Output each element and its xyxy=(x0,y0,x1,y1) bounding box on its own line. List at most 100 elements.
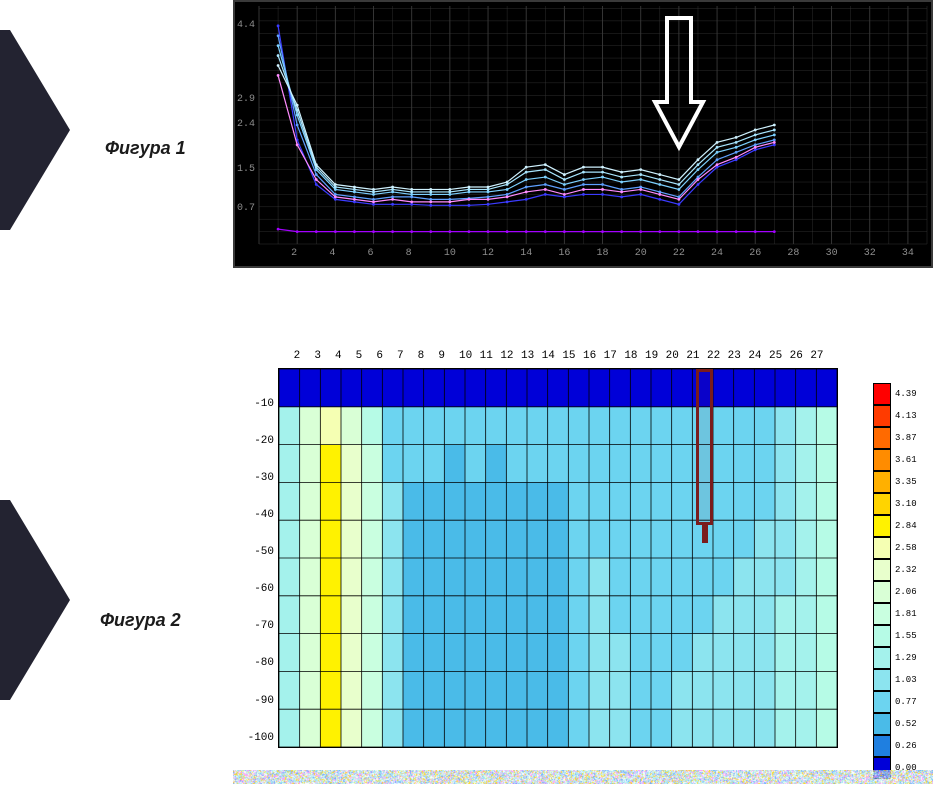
chart2-xtick: 9 xyxy=(438,350,445,362)
chart2-ytick: -10 xyxy=(234,398,274,410)
legend-swatch xyxy=(873,691,891,713)
chart2-marker xyxy=(696,369,713,525)
chart2-ytick: -60 xyxy=(234,583,274,595)
legend-swatch xyxy=(873,449,891,471)
chart1-xtick: 22 xyxy=(673,248,685,259)
chart2-xtick: 13 xyxy=(521,350,534,362)
chart2-ytick: -90 xyxy=(234,695,274,707)
chart2-xtick: 6 xyxy=(376,350,383,362)
chart2-xtick: 22 xyxy=(707,350,720,362)
legend-value: 4.39 xyxy=(895,389,917,399)
chart2-heatmap: 4.39 4.13 3.87 3.61 3.35 3.10 2.84 2.58 2.32 2.06… xyxy=(233,348,933,758)
chart1-ytick: 0.7 xyxy=(237,203,255,214)
legend-item: 2.84 xyxy=(873,515,928,537)
legend-value: 1.81 xyxy=(895,609,917,619)
legend-item: 3.61 xyxy=(873,449,928,471)
legend-item: 0.26 xyxy=(873,735,928,757)
legend-item: 0.52 xyxy=(873,713,928,735)
chart2-xtick: 19 xyxy=(645,350,658,362)
legend-item: 1.29 xyxy=(873,647,928,669)
legend-value: 1.29 xyxy=(895,653,917,663)
legend-value: 2.58 xyxy=(895,543,917,553)
arrow-down-icon xyxy=(649,12,709,172)
legend-swatch xyxy=(873,427,891,449)
legend-swatch xyxy=(873,405,891,427)
chart2-xtick: 12 xyxy=(500,350,513,362)
legend-item: 3.35 xyxy=(873,471,928,493)
legend-value: 3.87 xyxy=(895,433,917,443)
chart1-xtick: 24 xyxy=(711,248,723,259)
chart2-xtick: 21 xyxy=(686,350,699,362)
chart1-xtick: 34 xyxy=(902,248,914,259)
chart2-xtick: 8 xyxy=(418,350,425,362)
chart2-ytick: -70 xyxy=(234,620,274,632)
chart2-xtick: 3 xyxy=(314,350,321,362)
chart1-xtick: 16 xyxy=(558,248,570,259)
chart2-xtick: 2 xyxy=(294,350,301,362)
legend-item: 2.32 xyxy=(873,559,928,581)
legend-swatch xyxy=(873,713,891,735)
chart1-ytick: 1.5 xyxy=(237,164,255,175)
chart2-xtick: 11 xyxy=(480,350,493,362)
chart2-ytick: -30 xyxy=(234,472,274,484)
legend-swatch xyxy=(873,581,891,603)
chart1-xtick: 8 xyxy=(406,248,412,259)
chart2-xtick: 20 xyxy=(666,350,679,362)
chart2-xtick: 16 xyxy=(583,350,596,362)
legend-value: 0.77 xyxy=(895,697,917,707)
legend-swatch xyxy=(873,493,891,515)
chart2-colorbar: 4.39 4.13 3.87 3.61 3.35 3.10 2.84 2.58 2.32 2.06… xyxy=(873,383,928,779)
chart1-line-plot: 0.71.52.42.94.42468101214161820222426283… xyxy=(233,0,933,268)
chart2-xtick: 23 xyxy=(728,350,741,362)
chart2-xtick: 7 xyxy=(397,350,404,362)
chart1-xtick: 32 xyxy=(864,248,876,259)
chart1-xtick: 26 xyxy=(749,248,761,259)
chart1-xtick: 4 xyxy=(329,248,335,259)
chart1-xtick: 18 xyxy=(597,248,609,259)
legend-value: 0.26 xyxy=(895,741,917,751)
legend-swatch xyxy=(873,625,891,647)
legend-item: 4.39 xyxy=(873,383,928,405)
legend-swatch xyxy=(873,559,891,581)
chart2-ytick: -20 xyxy=(234,435,274,447)
legend-swatch xyxy=(873,515,891,537)
chart1-xtick: 28 xyxy=(787,248,799,259)
legend-item: 3.10 xyxy=(873,493,928,515)
chart1-xtick: 10 xyxy=(444,248,456,259)
legend-item: 1.81 xyxy=(873,603,928,625)
legend-item: 1.03 xyxy=(873,669,928,691)
chart2-ytick: -50 xyxy=(234,546,274,558)
chart2-xtick: 17 xyxy=(604,350,617,362)
chart1-xtick: 14 xyxy=(520,248,532,259)
chart2-marker-foot xyxy=(702,525,708,544)
chart2-xtick: 25 xyxy=(769,350,782,362)
legend-value: 3.35 xyxy=(895,477,917,487)
chart2-xtick: 10 xyxy=(459,350,472,362)
legend-swatch xyxy=(873,471,891,493)
legend-item: 4.13 xyxy=(873,405,928,427)
legend-value: 2.32 xyxy=(895,565,917,575)
chart2-ytick: -100 xyxy=(234,732,274,744)
legend-item: 2.06 xyxy=(873,581,928,603)
chart2-xtick: 24 xyxy=(748,350,761,362)
chart1-ytick: 2.9 xyxy=(237,94,255,105)
chart1-xtick: 12 xyxy=(482,248,494,259)
chart2-ytick: -40 xyxy=(234,509,274,521)
legend-value: 4.13 xyxy=(895,411,917,421)
legend-value: 1.55 xyxy=(895,631,917,641)
chart1-ytick: 2.4 xyxy=(237,119,255,130)
chart2-xtick: 26 xyxy=(790,350,803,362)
legend-value: 3.61 xyxy=(895,455,917,465)
chart1-xtick: 30 xyxy=(826,248,838,259)
wedge-decoration-1 xyxy=(0,30,70,230)
legend-item: 2.58 xyxy=(873,537,928,559)
legend-value: 1.03 xyxy=(895,675,917,685)
legend-swatch xyxy=(873,735,891,757)
figure1-label: Фигура 1 xyxy=(105,138,186,159)
figure2-label: Фигура 2 xyxy=(100,610,181,631)
legend-swatch xyxy=(873,537,891,559)
wedge-decoration-2 xyxy=(0,500,70,700)
chart2-xtick: 27 xyxy=(810,350,823,362)
legend-swatch xyxy=(873,603,891,625)
legend-value: 2.84 xyxy=(895,521,917,531)
